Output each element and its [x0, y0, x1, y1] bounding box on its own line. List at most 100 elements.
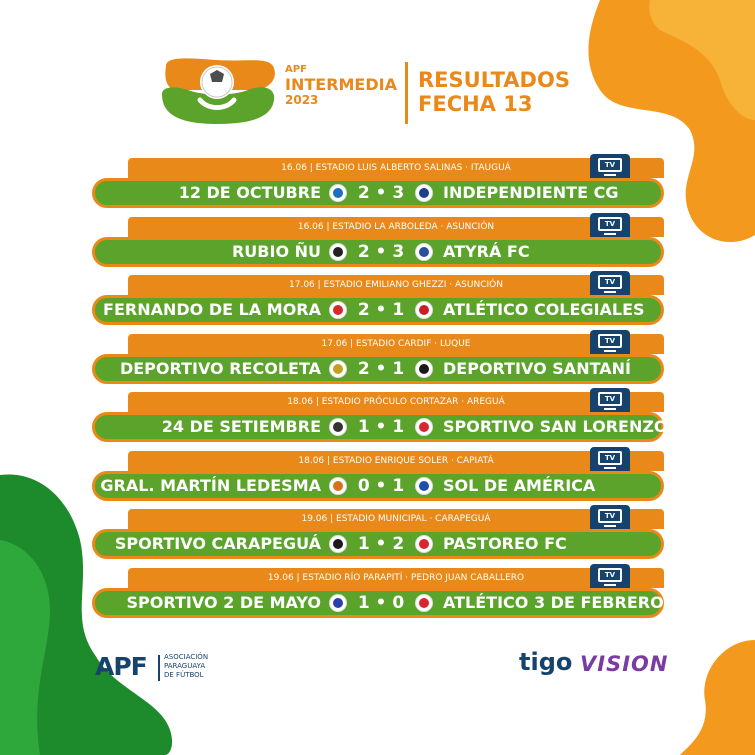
header-divider: [405, 62, 408, 124]
home-team: DEPORTIVO RECOLETA: [119, 359, 321, 378]
match-row: 16.06 | ESTADIO LUIS ALBERTO SALINAS · I…: [92, 154, 664, 212]
away-team-badge: [415, 301, 433, 319]
apf-full-name: ASOCIACIÓN PARAGUAYA DE FÚTBOL: [164, 653, 224, 680]
tournament-org: APF: [285, 64, 307, 75]
away-badge-fill: [419, 539, 429, 549]
away-badge-fill: [419, 364, 429, 374]
tournament-year: 2023: [285, 93, 319, 107]
match-result-bar: GRAL. MARTÍN LEDESMA 0 • 1 SOL DE AMÉRICA: [92, 471, 664, 501]
green-blob-highlight: [0, 540, 50, 755]
tv-icon: TV: [590, 213, 630, 241]
headline-line1: RESULTADOS: [418, 68, 570, 92]
away-team-badge: [415, 360, 433, 378]
page-title: RESULTADOS FECHA 13: [418, 68, 570, 116]
match-result-bar: SPORTIVO CARAPEGUÁ 1 • 2 PASTOREO FC: [92, 529, 664, 559]
tv-icon-label: TV: [598, 334, 622, 348]
tv-icon-label: TV: [598, 158, 622, 172]
home-badge-fill: [333, 364, 343, 374]
match-score: 1 • 0: [357, 593, 405, 613]
away-team-badge: [415, 535, 433, 553]
home-team-badge: [329, 301, 347, 319]
tv-icon-label: TV: [598, 568, 622, 582]
home-team: 12 DE OCTUBRE: [178, 183, 321, 202]
home-badge-fill: [333, 305, 343, 315]
away-badge-fill: [419, 481, 429, 491]
home-team-badge: [329, 243, 347, 261]
tigo-logo: tigo: [519, 648, 573, 676]
away-badge-fill: [419, 305, 429, 315]
away-team-badge: [415, 184, 433, 202]
away-team-badge: [415, 477, 433, 495]
match-score: 2 • 1: [357, 359, 405, 379]
orange-blob-highlight: [649, 0, 755, 120]
match-row: 19.06 | ESTADIO RÍO PARAPITÍ · PEDRO JUA…: [92, 564, 664, 622]
apf-full-name-2: PARAGUAYA: [164, 662, 206, 670]
match-info: 16.06 | ESTADIO LA ARBOLEDA · ASUNCIÓN: [128, 217, 664, 237]
home-team-badge: [329, 535, 347, 553]
match-result-bar: RUBIO ÑU 2 • 3 ATYRÁ FC: [92, 237, 664, 267]
home-badge-fill: [333, 598, 343, 608]
intermedia-logo: [162, 58, 275, 124]
match-info: 17.06 | ESTADIO CARDIF · LUQUE: [128, 334, 664, 354]
match-info: 18.06 | ESTADIO ENRIQUE SOLER · CAPIATÁ: [128, 451, 664, 471]
orange-blob-bottom-right: [680, 640, 755, 755]
match-row: 19.06 | ESTADIO MUNICIPAL · CARAPEGUÁ TV S…: [92, 505, 664, 563]
match-result-bar: 12 DE OCTUBRE 2 • 3 INDEPENDIENTE CG: [92, 178, 664, 208]
home-team: SPORTIVO CARAPEGUÁ: [114, 534, 321, 553]
home-team-badge: [329, 477, 347, 495]
headline-line2: FECHA 13: [418, 92, 533, 116]
home-team: FERNANDO DE LA MORA: [103, 300, 321, 319]
tournament-title: INTERMEDIA: [285, 75, 397, 94]
match-result-bar: 24 DE SETIEMBRE 1 • 1 SPORTIVO SAN LORENZO: [92, 412, 668, 442]
away-team-badge: [415, 418, 433, 436]
away-team: SOL DE AMÉRICA: [443, 476, 596, 495]
tv-icon: TV: [590, 388, 630, 416]
tv-icon: TV: [590, 447, 630, 475]
away-team-badge: [415, 594, 433, 612]
match-result-bar: SPORTIVO 2 DE MAYO 1 • 0 ATLÉTICO 3 DE FEB…: [92, 588, 664, 618]
tv-icon: TV: [590, 505, 630, 533]
match-result-bar: FERNANDO DE LA MORA 2 • 1 ATLÉTICO COLEGIA…: [92, 295, 664, 325]
apf-full-name-1: ASOCIACIÓN: [164, 653, 209, 661]
apf-logo-text: APF: [95, 652, 148, 681]
home-team: SPORTIVO 2 DE MAYO: [126, 593, 321, 612]
tv-icon: TV: [590, 564, 630, 592]
home-badge-fill: [333, 247, 343, 257]
home-team: 24 DE SETIEMBRE: [161, 417, 321, 436]
tv-icon-label: TV: [598, 275, 622, 289]
match-info: 16.06 | ESTADIO LUIS ALBERTO SALINAS · I…: [128, 158, 664, 178]
home-team: RUBIO ÑU: [231, 242, 321, 261]
away-badge-fill: [419, 598, 429, 608]
home-badge-fill: [333, 188, 343, 198]
match-row: 18.06 | ESTADIO PRÓCULO CORTAZAR · AREGU…: [92, 388, 668, 446]
match-info: 18.06 | ESTADIO PRÓCULO CORTAZAR · AREGU…: [128, 392, 664, 412]
home-team-badge: [329, 184, 347, 202]
home-badge-fill: [333, 539, 343, 549]
tv-icon: TV: [590, 271, 630, 299]
match-score: 2 • 3: [357, 183, 405, 203]
away-team: PASTOREO FC: [443, 534, 567, 553]
match-row: 17.06 | ESTADIO EMILIANO GHEZZI · ASUNCI…: [92, 271, 664, 329]
tv-icon-label: TV: [598, 392, 622, 406]
away-badge-fill: [419, 188, 429, 198]
match-row: 18.06 | ESTADIO ENRIQUE SOLER · CAPIATÁ T…: [92, 447, 664, 505]
away-team: DEPORTIVO SANTANÍ: [443, 359, 631, 378]
green-blob-bottom-left: [0, 474, 173, 755]
away-team: ATLÉTICO COLEGIALES: [443, 300, 645, 319]
home-team-badge: [329, 418, 347, 436]
match-result-bar: DEPORTIVO RECOLETA 2 • 1 DEPORTIVO SANTANÍ: [92, 354, 664, 384]
match-score: 1 • 1: [357, 417, 405, 437]
tv-icon-label: TV: [598, 509, 622, 523]
apf-full-name-3: DE FÚTBOL: [164, 671, 204, 679]
home-badge-fill: [333, 481, 343, 491]
match-info: 19.06 | ESTADIO RÍO PARAPITÍ · PEDRO JUA…: [128, 568, 664, 588]
match-row: 16.06 | ESTADIO LA ARBOLEDA · ASUNCIÓN TV…: [92, 213, 664, 271]
tv-icon-label: TV: [598, 217, 622, 231]
away-team-badge: [415, 243, 433, 261]
vision-logo: VISION: [580, 652, 669, 676]
home-team-badge: [329, 594, 347, 612]
tournament-name: APF INTERMEDIA 2023: [285, 64, 397, 107]
match-info: 19.06 | ESTADIO MUNICIPAL · CARAPEGUÁ: [128, 509, 664, 529]
away-badge-fill: [419, 422, 429, 432]
